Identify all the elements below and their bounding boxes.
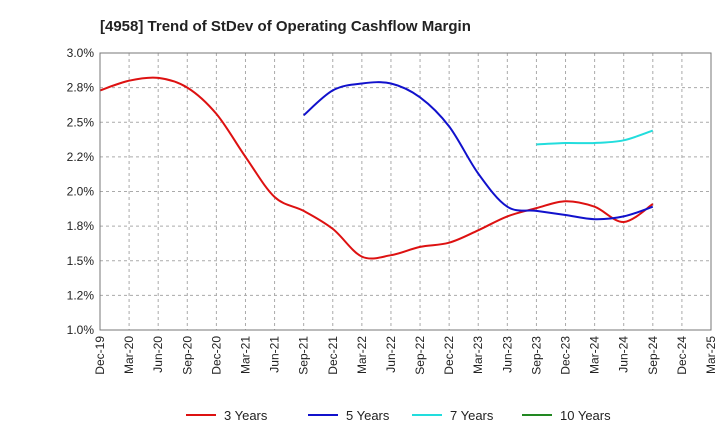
grid: [99, 52, 712, 331]
chart-title: [4958] Trend of StDev of Operating Cashf…: [100, 18, 471, 35]
x-tick-label: Jun-23: [500, 336, 514, 373]
y-tick-label: 2.8%: [67, 81, 95, 95]
x-tick-label: Sep-22: [413, 336, 427, 375]
y-tick-label: 1.8%: [67, 219, 95, 233]
y-tick-label: 3.0%: [67, 46, 95, 60]
y-tick-label: 1.2%: [67, 288, 95, 302]
x-tick-label: Mar-20: [122, 336, 136, 374]
legend-label: 10 Years: [560, 408, 611, 423]
legend-label: 3 Years: [224, 408, 268, 423]
legend-label: 7 Years: [450, 408, 494, 423]
x-tick-label: Mar-23: [471, 336, 485, 374]
series-line-1: [303, 81, 654, 221]
x-tick-label: Jun-22: [384, 336, 398, 373]
x-tick-label: Jun-24: [617, 336, 631, 373]
x-tick-label: Dec-21: [326, 336, 340, 375]
x-tick-label: Sep-20: [180, 336, 194, 375]
x-tick-label: Mar-22: [355, 336, 369, 374]
series-line-2: [536, 129, 654, 146]
x-tick-label: Mar-25: [704, 336, 718, 374]
legend-label: 5 Years: [346, 408, 390, 423]
x-tick-label: Dec-23: [559, 336, 573, 375]
y-tick-label: 1.5%: [67, 254, 95, 268]
x-axis-ticks: Dec-19 Mar-20 Jun-20 Sep-20 Dec-20 Mar-21 Jun-…: [93, 336, 718, 375]
x-tick-label: Mar-24: [588, 336, 602, 374]
x-tick-label: Dec-24: [675, 336, 689, 375]
x-tick-label: Sep-21: [297, 336, 311, 375]
legend: 3 Years 5 Years 7 Years 10 Years: [186, 408, 611, 423]
x-tick-label: Dec-19: [93, 336, 107, 375]
y-tick-label: 2.5%: [67, 115, 95, 129]
plot-frame: [99, 52, 712, 331]
x-tick-label: Dec-22: [442, 336, 456, 375]
x-tick-label: Mar-21: [238, 336, 252, 374]
y-tick-label: 1.0%: [67, 323, 95, 337]
series-line-0: [99, 76, 654, 260]
x-tick-label: Jun-20: [151, 336, 165, 373]
x-tick-label: Dec-20: [209, 336, 223, 375]
series-lines: [99, 76, 654, 260]
y-axis-ticks: 1.0% 1.2% 1.5% 1.8% 2.0% 2.2% 2.5% 2.8% 3.0%: [67, 46, 95, 337]
x-tick-label: Sep-24: [646, 336, 660, 375]
y-tick-label: 2.2%: [67, 150, 95, 164]
y-tick-label: 2.0%: [67, 185, 95, 199]
x-tick-label: Sep-23: [529, 336, 543, 375]
x-tick-label: Jun-21: [268, 336, 282, 373]
